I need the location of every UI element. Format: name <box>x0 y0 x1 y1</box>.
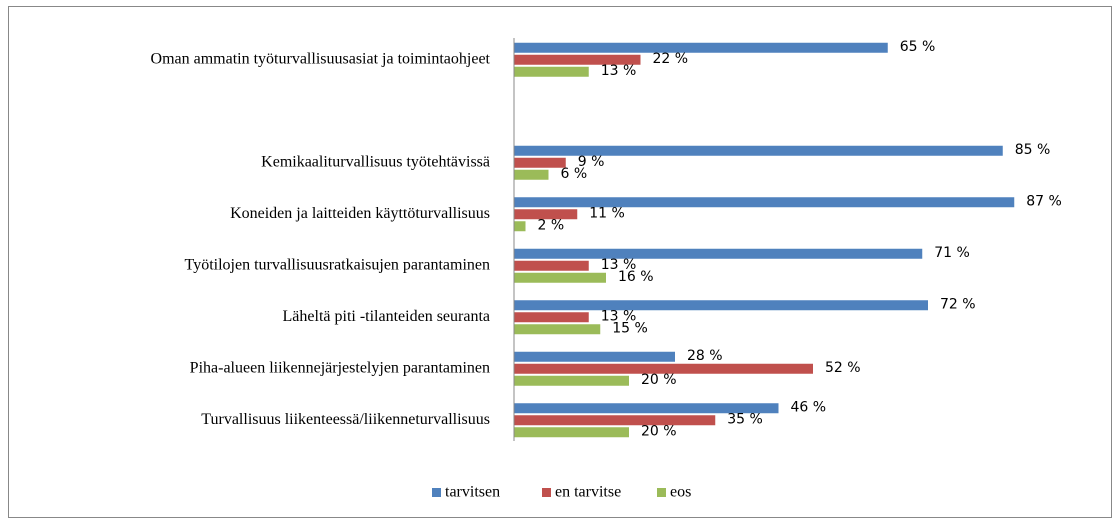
bar <box>514 415 716 426</box>
data-label: 65 % <box>900 39 936 55</box>
data-label: 13 % <box>601 257 637 273</box>
bar <box>514 221 526 232</box>
bar <box>514 312 589 323</box>
bar <box>514 54 641 65</box>
bar <box>514 375 629 386</box>
data-label: 6 % <box>561 166 588 182</box>
bar <box>514 169 549 180</box>
legend-label: tarvitsen <box>445 484 500 501</box>
category-label: Koneiden ja laitteiden käyttöturvallisuu… <box>230 205 490 222</box>
data-label: 35 % <box>727 411 763 427</box>
data-label: 20 % <box>641 423 677 439</box>
category-label: Piha-alueen liikennejärjestelyjen parant… <box>190 359 490 376</box>
legend-swatch <box>657 488 666 497</box>
bar <box>514 248 923 259</box>
category-label: Oman ammatin työturvallisuusasiat ja toi… <box>151 50 491 67</box>
data-label: 16 % <box>618 269 654 285</box>
bar <box>514 260 589 271</box>
bar <box>514 66 589 77</box>
bar <box>514 300 928 311</box>
legend-label: eos <box>670 484 691 501</box>
data-label: 71 % <box>934 245 970 261</box>
data-label: 52 % <box>825 360 861 376</box>
legend-label: en tarvitse <box>555 484 621 501</box>
legend-swatch <box>432 488 441 497</box>
bar <box>514 209 578 220</box>
bar <box>514 351 675 362</box>
category-label: Kemikaaliturvallisuus työtehtävissä <box>261 153 490 170</box>
data-label: 11 % <box>589 205 625 221</box>
bar <box>514 427 629 438</box>
data-label: 85 % <box>1015 142 1051 158</box>
data-label: 13 % <box>601 308 637 324</box>
bar <box>514 145 1003 156</box>
bar <box>514 42 888 53</box>
data-label: 2 % <box>538 217 565 233</box>
data-label: 72 % <box>940 296 976 312</box>
bar <box>514 403 779 414</box>
category-label: Työtilojen turvallisuusratkaisujen paran… <box>185 256 490 273</box>
category-label: Läheltä piti -tilanteiden seuranta <box>283 308 490 325</box>
data-label: 28 % <box>687 348 723 364</box>
data-label: 87 % <box>1026 193 1062 209</box>
data-label: 9 % <box>578 154 605 170</box>
data-label: 22 % <box>653 51 689 67</box>
data-label: 46 % <box>791 399 827 415</box>
data-label: 13 % <box>601 63 637 79</box>
data-label: 20 % <box>641 372 677 388</box>
bar <box>514 197 1015 208</box>
bar <box>514 363 813 374</box>
data-label: 15 % <box>612 320 648 336</box>
legend-swatch <box>542 488 551 497</box>
bar <box>514 272 606 283</box>
bar <box>514 324 601 335</box>
bar <box>514 157 566 168</box>
category-label: Turvallisuus liikenteessä/liikenneturval… <box>201 411 490 428</box>
